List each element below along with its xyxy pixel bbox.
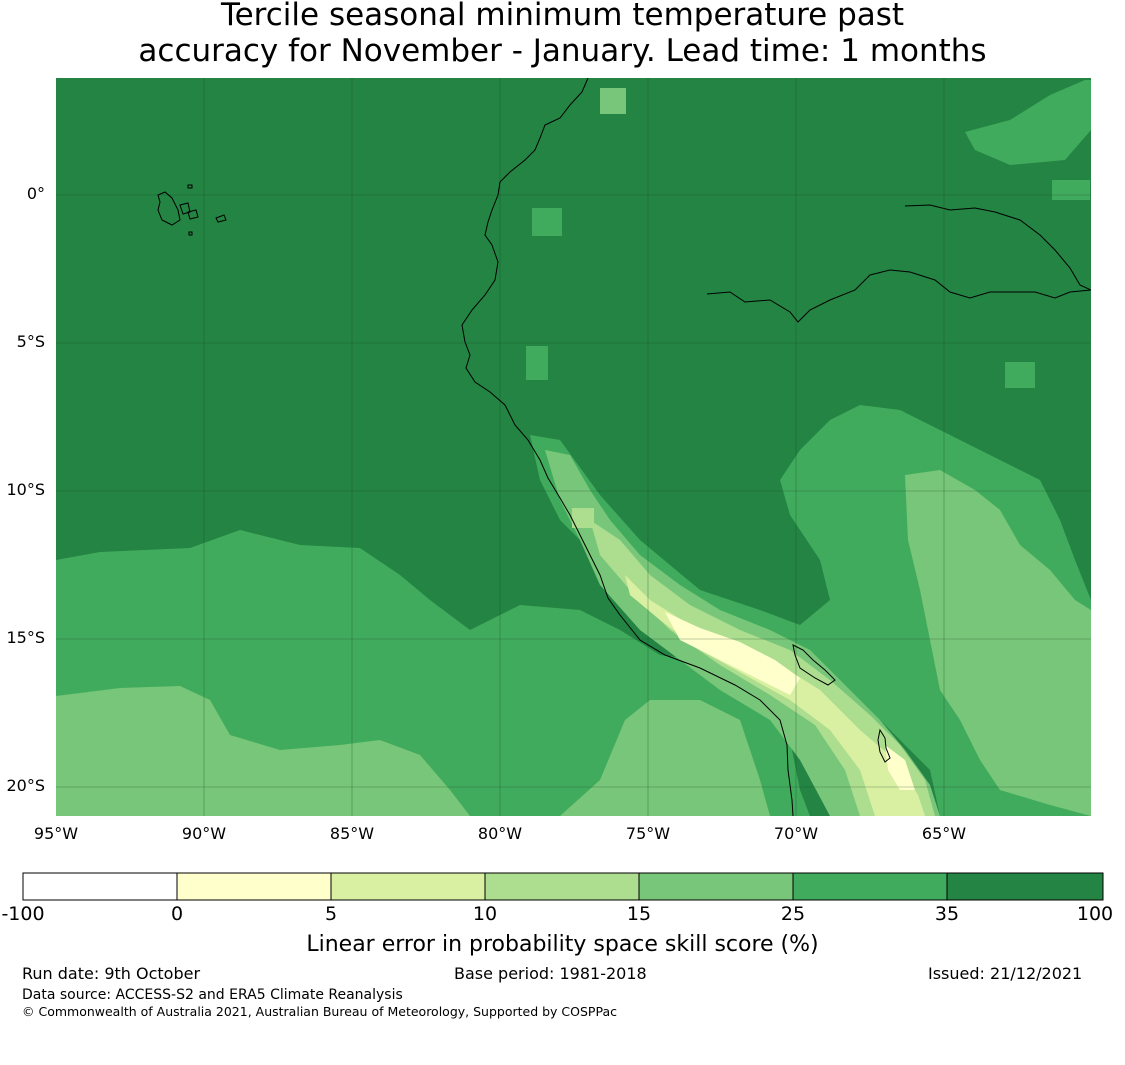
lon-label-90w: 90°W bbox=[181, 824, 227, 843]
region-0-5-patch-south bbox=[885, 745, 915, 790]
lat-label-20s: 20°S bbox=[6, 776, 45, 795]
colorbar-tick-10: 10 bbox=[472, 903, 498, 925]
region-15-25-patch-1 bbox=[600, 88, 626, 114]
map-gridlines bbox=[56, 78, 1091, 816]
lat-label-0: 0° bbox=[26, 184, 45, 203]
region-0-5-coastal-band bbox=[665, 612, 800, 695]
lon-label-75w: 75°W bbox=[625, 824, 671, 843]
region-25-35-patch-3 bbox=[1005, 362, 1035, 388]
lat-label-5s: 5°S bbox=[16, 332, 45, 351]
region-15-25-patch-2 bbox=[56, 700, 86, 722]
base-period: Base period: 1981-2018 bbox=[454, 964, 647, 983]
colorbar-bin-neg100-0 bbox=[23, 873, 177, 900]
galapagos-islands bbox=[157, 184, 227, 236]
lake-poopo bbox=[877, 728, 891, 763]
lon-label-80w: 80°W bbox=[477, 824, 523, 843]
run-date: Run date: 9th October bbox=[22, 964, 201, 983]
region-25-35-patch-2 bbox=[526, 346, 548, 380]
colorbar-tick-35: 35 bbox=[934, 903, 960, 925]
colorbar-bin-25-35 bbox=[793, 873, 947, 900]
amazon-river bbox=[706, 269, 1091, 323]
issued-date: Issued: 21/12/2021 bbox=[928, 964, 1083, 983]
colorbar-bin-15-25 bbox=[639, 873, 793, 900]
region-15-25-southwest bbox=[56, 686, 470, 816]
colorbar-tick-15: 15 bbox=[626, 903, 652, 925]
colorbar-bin-5-10 bbox=[331, 873, 485, 900]
colorbar-bin-0-5 bbox=[177, 873, 331, 900]
copyright: © Commonwealth of Australia 2021, Austra… bbox=[22, 1004, 617, 1019]
lon-label-85w: 85°W bbox=[329, 824, 375, 843]
region-15-25-east bbox=[905, 470, 1091, 816]
region-10-15-patch bbox=[572, 508, 594, 528]
lake-titicaca bbox=[792, 644, 836, 686]
colorbar-label: Linear error in probability space skill … bbox=[306, 932, 819, 957]
region-25-35-patch-1 bbox=[532, 208, 562, 236]
chart-title-line-2: accuracy for November - January. Lead ti… bbox=[138, 33, 987, 69]
region-25-35-northeast bbox=[965, 80, 1091, 165]
colorbar-tick-100: 100 bbox=[1076, 903, 1114, 925]
map-plot-area bbox=[56, 78, 1091, 816]
data-source: Data source: ACCESS-S2 and ERA5 Climate … bbox=[22, 987, 403, 1003]
coastline bbox=[461, 78, 794, 816]
lon-label-95w: 95°W bbox=[33, 824, 79, 843]
colorbar-bin-10-15 bbox=[485, 873, 639, 900]
colorbar-tick-5: 5 bbox=[324, 903, 338, 925]
lat-label-10s: 10°S bbox=[6, 480, 45, 499]
colorbar-tick-neg100: -100 bbox=[1, 903, 45, 925]
colorbar bbox=[22, 872, 1104, 901]
lon-label-70w: 70°W bbox=[773, 824, 819, 843]
lon-label-65w: 65°W bbox=[921, 824, 967, 843]
maranon-river bbox=[904, 204, 1091, 291]
region-25-35-patch-4 bbox=[1052, 180, 1090, 200]
lat-label-15s: 15°S bbox=[6, 628, 45, 647]
colorbar-tick-25: 25 bbox=[780, 903, 806, 925]
colorbar-bin-35-100 bbox=[947, 873, 1103, 900]
chart-title-line-1: Tercile seasonal minimum temperature pas… bbox=[220, 0, 905, 33]
colorbar-tick-0: 0 bbox=[170, 903, 184, 925]
